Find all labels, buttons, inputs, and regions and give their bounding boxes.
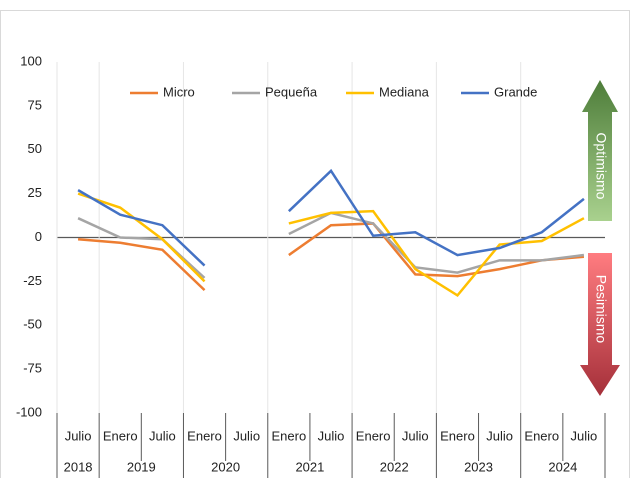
x-group-label: 2021 — [295, 459, 324, 474]
x-group-label: 2018 — [64, 459, 93, 474]
x-tick-label: Julio — [486, 428, 513, 443]
y-tick-label: 100 — [20, 53, 42, 68]
legend-label: Grande — [494, 84, 537, 99]
x-group-label: 2024 — [548, 459, 577, 474]
pessimism-arrow — [580, 253, 620, 396]
y-tick-label: -75 — [23, 361, 42, 376]
series-line — [77, 222, 585, 292]
x-tick-label: Enero — [440, 428, 475, 443]
x-tick-label: Enero — [187, 428, 222, 443]
x-group-label: 2023 — [464, 459, 493, 474]
y-tick-label: -100 — [16, 404, 42, 419]
pessimism-label: Pesimismo — [593, 275, 609, 344]
legend-label: Micro — [163, 84, 195, 99]
y-tick-label: -50 — [23, 317, 42, 332]
series-line — [77, 192, 585, 298]
optimism-arrow — [582, 80, 618, 221]
x-tick-label: Julio — [318, 428, 345, 443]
x-group-label: 2020 — [211, 459, 240, 474]
series-line — [77, 168, 585, 267]
x-tick-label: Enero — [524, 428, 559, 443]
y-tick-label: 0 — [35, 229, 42, 244]
legend-label: Pequeña — [265, 84, 318, 99]
y-tick-label: 75 — [28, 97, 42, 112]
x-tick-label: Julio — [402, 428, 429, 443]
x-tick-label: Enero — [103, 428, 138, 443]
legend-label: Mediana — [379, 84, 430, 99]
x-tick-label: Julio — [571, 428, 598, 443]
x-group-label: 2019 — [127, 459, 156, 474]
y-tick-label: 50 — [28, 141, 42, 156]
x-tick-label: Julio — [149, 428, 176, 443]
y-tick-label: -25 — [23, 273, 42, 288]
x-tick-label: Julio — [233, 428, 260, 443]
optimism-label: Optimismo — [593, 133, 609, 200]
x-tick-label: Enero — [271, 428, 306, 443]
x-tick-label: Enero — [356, 428, 391, 443]
y-tick-label: 25 — [28, 185, 42, 200]
chart-border — [0, 10, 630, 483]
x-group-label: 2022 — [380, 459, 409, 474]
x-tick-label: Julio — [65, 428, 92, 443]
